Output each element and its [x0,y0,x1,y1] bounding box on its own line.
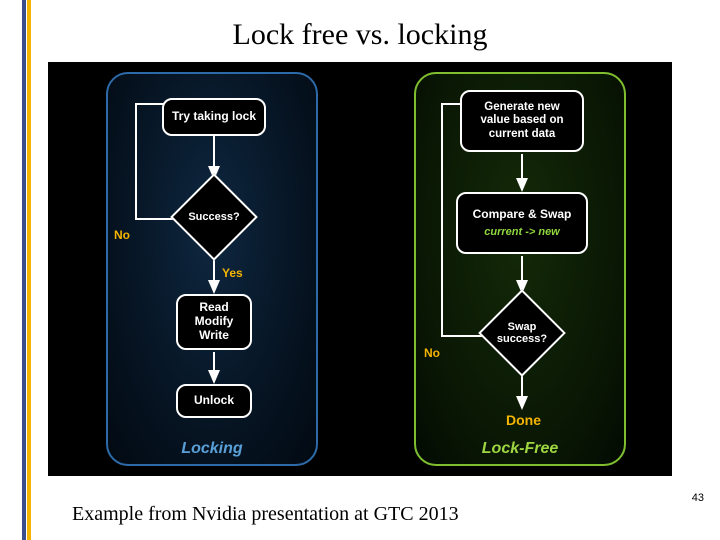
page-number: 43 [692,492,704,504]
cas-title: Compare & Swap [473,208,572,222]
node-compare-and-swap: Compare & Swap current -> new [456,192,588,254]
edge-no-label: No [114,228,130,242]
lockfree-panel: Generate new value based on current data… [414,72,626,466]
node-generate-new-value: Generate new value based on current data [460,90,584,152]
cas-subtitle: current -> new [484,226,560,239]
edge-yes-label: Yes [222,266,243,280]
edge-no-label-right: No [424,346,440,360]
locking-panel: Try taking lock Success? Read Modify Wri… [106,72,318,466]
side-accent-stripe [22,0,32,540]
edge-done-label: Done [506,412,541,428]
slide-caption: Example from Nvidia presentation at GTC … [72,503,459,526]
node-unlock: Unlock [176,384,252,418]
locking-panel-label: Locking [108,440,316,458]
node-swap-success-decision: Swap success? [491,302,553,364]
slide-title: Lock free vs. locking [0,18,720,52]
lockfree-panel-label: Lock-Free [416,440,624,458]
node-success-decision: Success? [183,186,245,248]
node-try-lock: Try taking lock [162,98,266,136]
swap-success-label: Swap success? [492,321,552,345]
success-label: Success? [188,211,239,223]
comparison-diagram: Try taking lock Success? Read Modify Wri… [48,62,672,476]
node-read-modify-write: Read Modify Write [176,294,252,350]
